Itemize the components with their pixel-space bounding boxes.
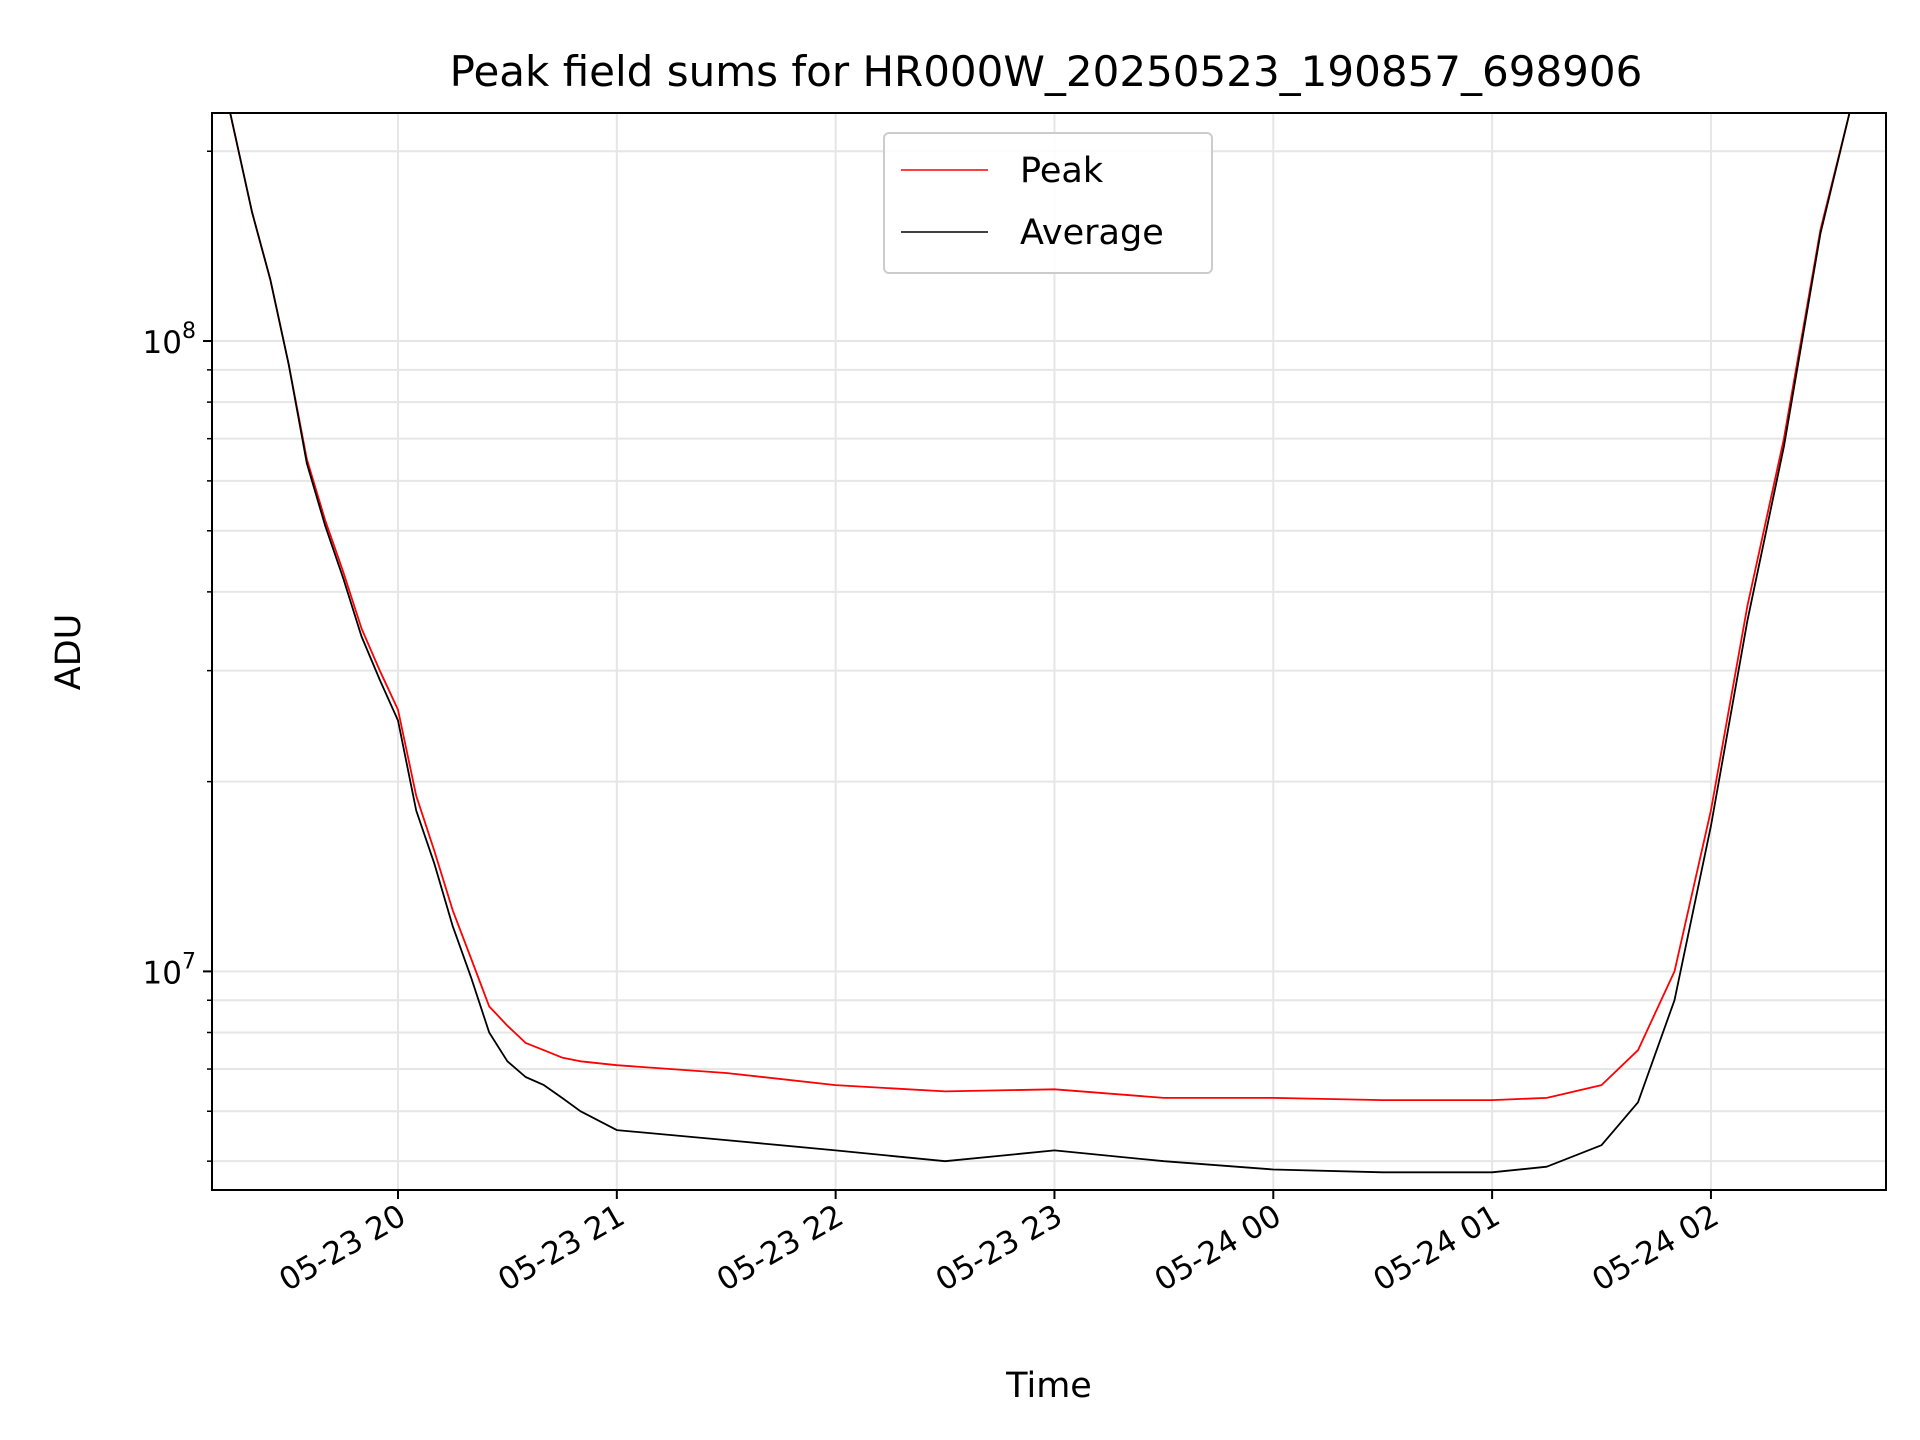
series-line-peak — [229, 113, 1851, 1101]
grid — [212, 113, 1886, 1190]
series-layer — [229, 113, 1851, 1174]
legend: Peak Average — [883, 132, 1213, 274]
x-axis-label: Time — [1005, 1366, 1092, 1406]
y-tick-label: 107 — [143, 949, 196, 991]
plot-frame — [211, 112, 1887, 1191]
legend-label-peak: Peak — [1020, 151, 1104, 191]
y-tick-label: 108 — [143, 319, 196, 361]
legend-box — [883, 132, 1213, 274]
y-axis: 107 108 — [143, 150, 212, 1162]
series-line-average — [229, 113, 1851, 1174]
legend-label-average: Average — [1020, 213, 1164, 253]
y-axis-label: ADU — [49, 614, 89, 691]
chart-title: Peak field sums for HR000W_20250523_1908… — [450, 47, 1643, 96]
